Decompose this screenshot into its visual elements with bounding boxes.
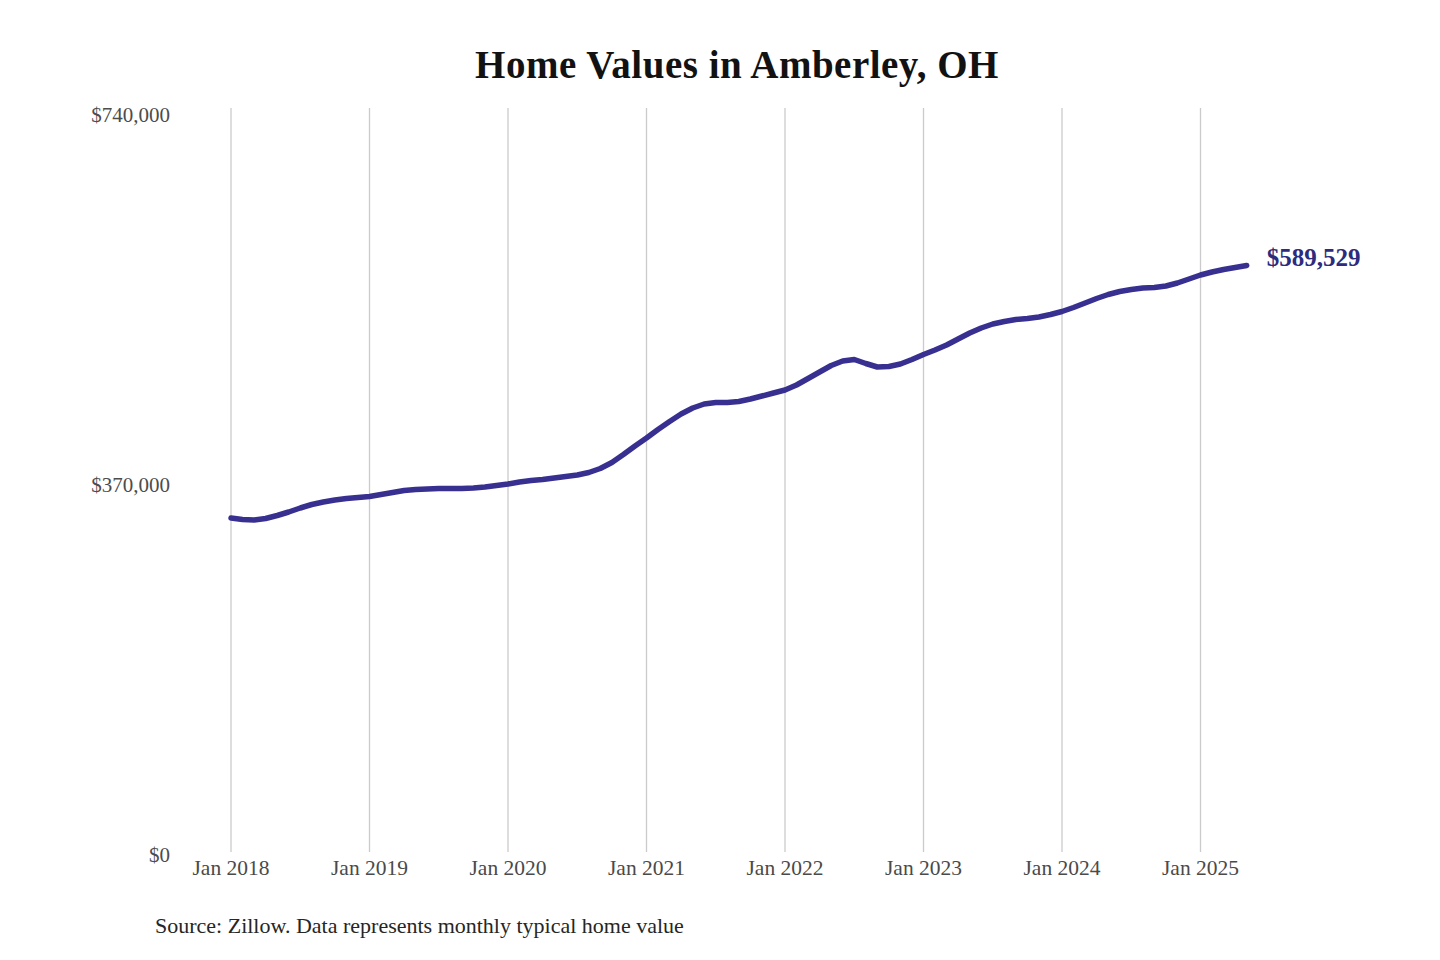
x-axis-label: Jan 2018	[151, 855, 311, 881]
x-axis-label: Jan 2023	[844, 855, 1004, 881]
chart-plot-area	[0, 0, 1440, 960]
home-values-chart: Home Values in Amberley, OH $0$370,000$7…	[0, 0, 1440, 960]
y-axis-label: $0	[0, 842, 170, 868]
y-axis-label: $370,000	[0, 472, 170, 498]
latest-value-label: $589,529	[1267, 244, 1361, 272]
home-value-line	[231, 266, 1247, 521]
x-axis-label: Jan 2024	[982, 855, 1142, 881]
x-axis-label: Jan 2019	[290, 855, 450, 881]
x-axis-label: Jan 2021	[567, 855, 727, 881]
x-axis-label: Jan 2022	[705, 855, 865, 881]
source-note: Source: Zillow. Data represents monthly …	[155, 913, 684, 939]
x-axis-label: Jan 2020	[428, 855, 588, 881]
y-axis-label: $740,000	[0, 102, 170, 128]
x-axis-label: Jan 2025	[1121, 855, 1281, 881]
